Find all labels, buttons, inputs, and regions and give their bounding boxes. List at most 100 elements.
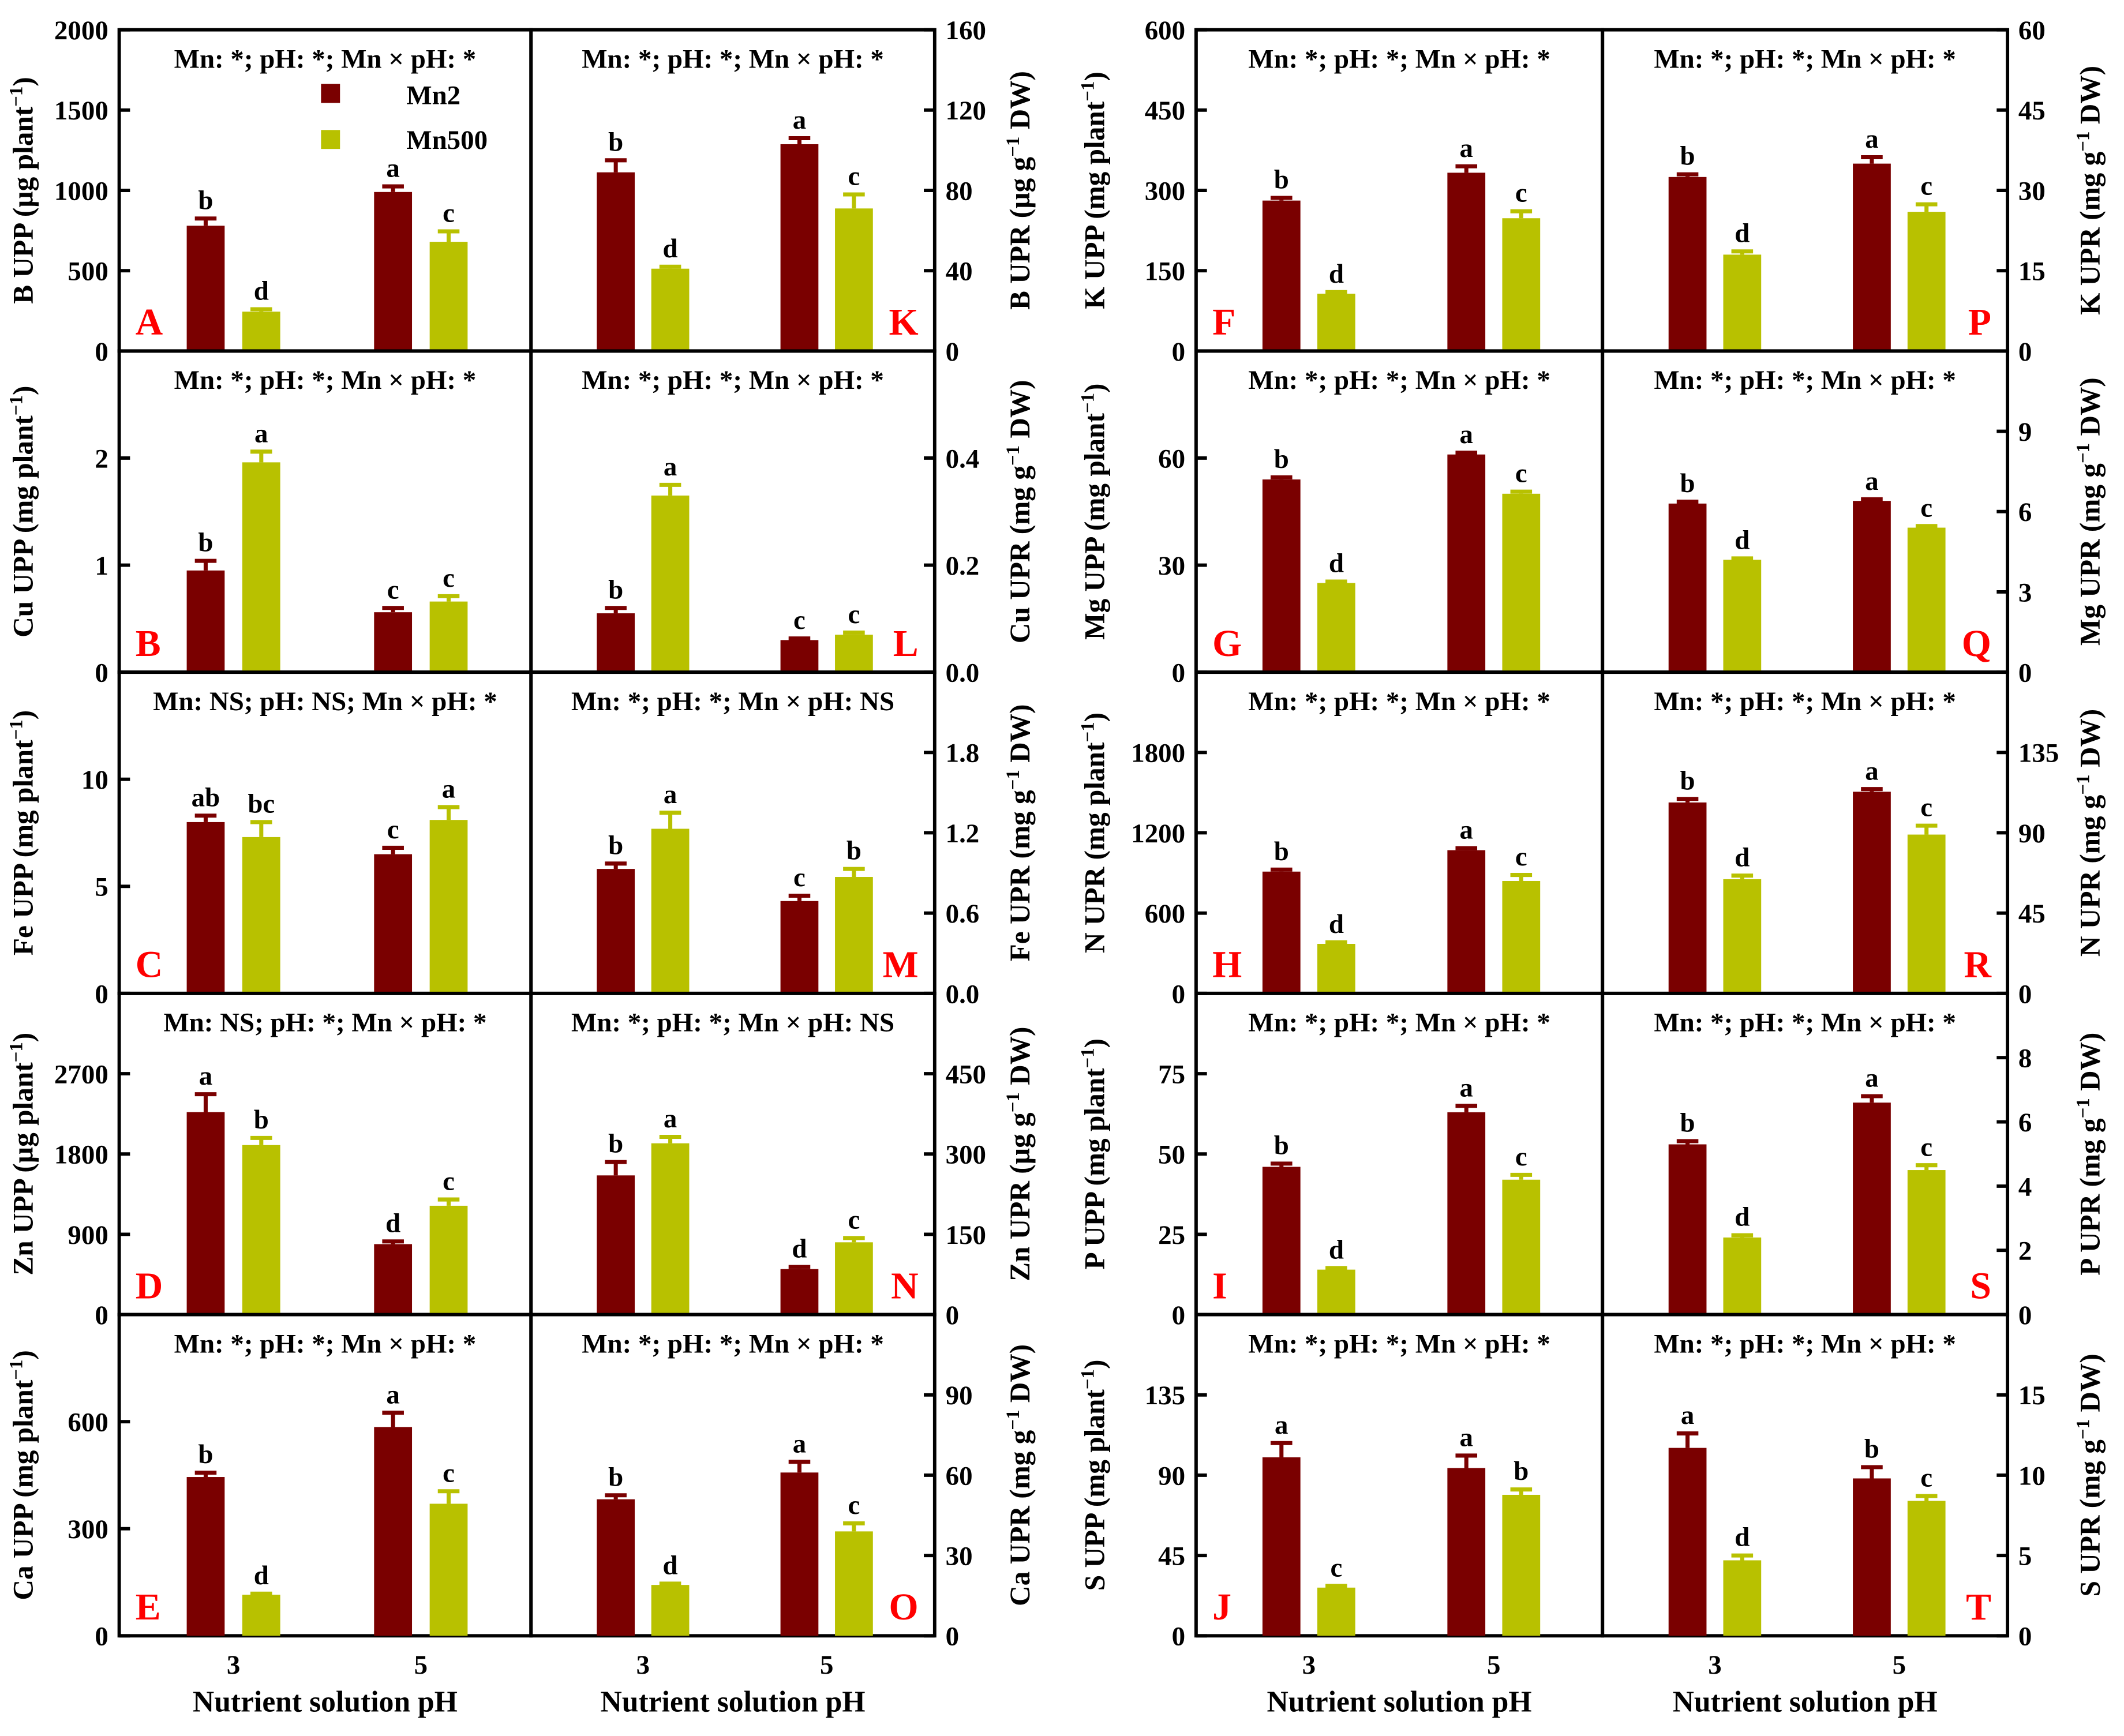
y-tick-label: 300 [68, 1514, 108, 1544]
y-axis-label-superscript: −1 [6, 1360, 27, 1380]
bar-mn500-ph3 [242, 1595, 280, 1636]
y-axis-label: Fe UPP (mg plant−1) [6, 710, 39, 955]
panel-letter: N [891, 1265, 918, 1307]
legend-label-mn500: Mn500 [406, 125, 488, 155]
bar-mn2-ph5 [1853, 1478, 1891, 1636]
bar-mn2-ph5 [1447, 1468, 1486, 1636]
significance-letter: c [387, 575, 399, 605]
y-tick-label: 10 [2018, 1461, 2046, 1491]
legend: Mn2 Mn500 [321, 81, 488, 155]
significance-letter: a [793, 1428, 806, 1458]
bar-mn2-ph5 [780, 901, 819, 993]
bar-mn500-ph3 [651, 1585, 690, 1636]
x-tick-label: 3 [1708, 1650, 1721, 1680]
panel-letter: J [1212, 1586, 1231, 1628]
panel-letter: K [889, 301, 919, 343]
significance-letter: d [1735, 526, 1750, 556]
y-axis-label-main: K UPR (mg g [2074, 151, 2106, 315]
y-axis-label-superscript: −1 [1003, 770, 1024, 790]
bar-mn500-ph5 [429, 601, 468, 673]
y-tick-label: 0 [95, 658, 108, 688]
bar-mn500-ph5 [1502, 1494, 1541, 1636]
panel-frame [1601, 28, 2010, 353]
panel-letter: C [136, 944, 163, 986]
x-tick-label: 3 [636, 1650, 650, 1680]
y-axis-label-unit-end: ) [1078, 1038, 1110, 1048]
panel-frame [1194, 349, 1605, 674]
x-tick-label: 5 [414, 1650, 428, 1680]
y-axis-label-main: N UPR (mg g [2074, 794, 2106, 957]
significance-annotation: Mn: *; pH: *; Mn × pH: * [1248, 687, 1550, 717]
panel-letter: D [136, 1265, 163, 1307]
y-axis-label-superscript: −1 [2073, 774, 2094, 794]
bar-mn500-ph5 [1907, 527, 1946, 673]
y-tick-label: 450 [946, 1059, 986, 1089]
y-axis-label: N UPR (mg plant−1) [1077, 713, 1110, 953]
bar-mn500-ph3 [651, 1143, 690, 1315]
y-axis-label: Cu UPR (mg g−1 DW) [1003, 380, 1036, 643]
y-axis-label-main: Fe UPP (mg plant [7, 740, 39, 955]
bar-mn500-ph5 [835, 1242, 873, 1315]
significance-letter: ab [192, 782, 220, 812]
y-tick-label: 30 [1158, 551, 1185, 581]
panel-D: 0 900 1800 2700 Zn UPP (µg plant−1) Mn: NS; p… [6, 991, 533, 1330]
y-axis-label-main: P UPR (mg g [2074, 1118, 2106, 1276]
y-tick-label: 5 [2018, 1542, 2032, 1572]
bar-mn2-ph3 [1668, 1144, 1707, 1315]
y-tick-label: 1800 [1131, 738, 1185, 768]
y-axis-label-main: Mg UPR (mg g [2074, 463, 2106, 646]
bar-mn500-ph3 [1317, 1587, 1355, 1636]
y-axis-label: S UPP (mg plant−1) [1077, 1360, 1110, 1591]
x-axis-label: Nutrient solution pH [1267, 1686, 1532, 1719]
y-axis-label-unit-end: ) [7, 1033, 39, 1042]
significance-letter: d [1735, 1523, 1750, 1553]
panel-letter: A [136, 301, 163, 343]
y-tick-label: 25 [1158, 1220, 1185, 1250]
significance-letter: a [199, 1061, 212, 1091]
panel-O: 0 30 60 90 Ca UPR (mg g−1 DW) Mn: *; pH: *; M… [529, 1313, 1036, 1652]
y-axis-label: P UPR (mg g−1 DW) [2073, 1033, 2106, 1276]
y-axis-label-unit-end: DW) [1004, 71, 1036, 137]
significance-annotation: Mn: *; pH: *; Mn × pH: * [1248, 1008, 1550, 1038]
y-tick-label: 60 [946, 1461, 973, 1491]
bar-mn500-ph3 [1723, 560, 1762, 673]
y-tick-label: 2700 [54, 1059, 108, 1089]
significance-letter: c [793, 605, 806, 635]
significance-letter: d [1329, 549, 1344, 579]
significance-letter: a [442, 774, 455, 804]
x-tick-label: 5 [1893, 1650, 1906, 1680]
y-axis-label-superscript: −1 [1077, 393, 1098, 413]
significance-annotation: Mn: *; pH: *; Mn × pH: * [582, 1329, 884, 1359]
bar-mn2-ph3 [597, 869, 635, 993]
significance-letter: d [792, 1234, 807, 1264]
panel-N: 0 150 300 450 Zn UPR (µg g−1 DW) Mn: *; pH: *… [529, 991, 1036, 1330]
panel-letter: T [1966, 1586, 1991, 1628]
x-tick-label: 3 [227, 1650, 240, 1680]
y-tick-label: 120 [946, 96, 986, 126]
bar-mn2-ph3 [597, 172, 635, 351]
y-tick-label: 0.0 [946, 658, 980, 688]
panel-letter: M [883, 944, 919, 986]
y-axis-label-main: Cu UPP (mg plant [7, 415, 39, 638]
x-tick-label: 3 [1302, 1650, 1316, 1680]
y-tick-label: 150 [1145, 257, 1185, 287]
y-axis-label: Mg UPR (mg g−1 DW) [2073, 377, 2106, 646]
bar-mn2-ph3 [1262, 1167, 1301, 1315]
y-tick-label: 80 [946, 176, 973, 206]
x-axes: 3 5 Nutrient solution pH 3 5 Nutrient solutio… [193, 1650, 1938, 1719]
significance-annotation: Mn: *; pH: *; Mn × pH: * [174, 44, 477, 74]
bar-mn2-ph3 [1668, 1448, 1707, 1636]
y-axis-label-main: Mg UPP (mg plant [1078, 413, 1110, 640]
significance-letter: c [848, 162, 860, 192]
y-axis-label-unit-end: DW) [1004, 704, 1036, 770]
significance-letter: a [1460, 815, 1473, 845]
bar-mn2-ph5 [374, 612, 413, 673]
y-tick-label: 1200 [1131, 819, 1185, 849]
significance-annotation: Mn: *; pH: *; Mn × pH: NS [571, 687, 894, 717]
bar-mn500-ph5 [429, 820, 468, 993]
y-axis-label-unit-end: DW) [1004, 1344, 1036, 1410]
y-axis-label: Zn UPR (µg g−1 DW) [1003, 1027, 1036, 1281]
y-axis-label-unit-end: ) [1078, 1360, 1110, 1369]
significance-letter: a [1460, 419, 1473, 449]
y-axis-label-superscript: −1 [1077, 81, 1098, 102]
